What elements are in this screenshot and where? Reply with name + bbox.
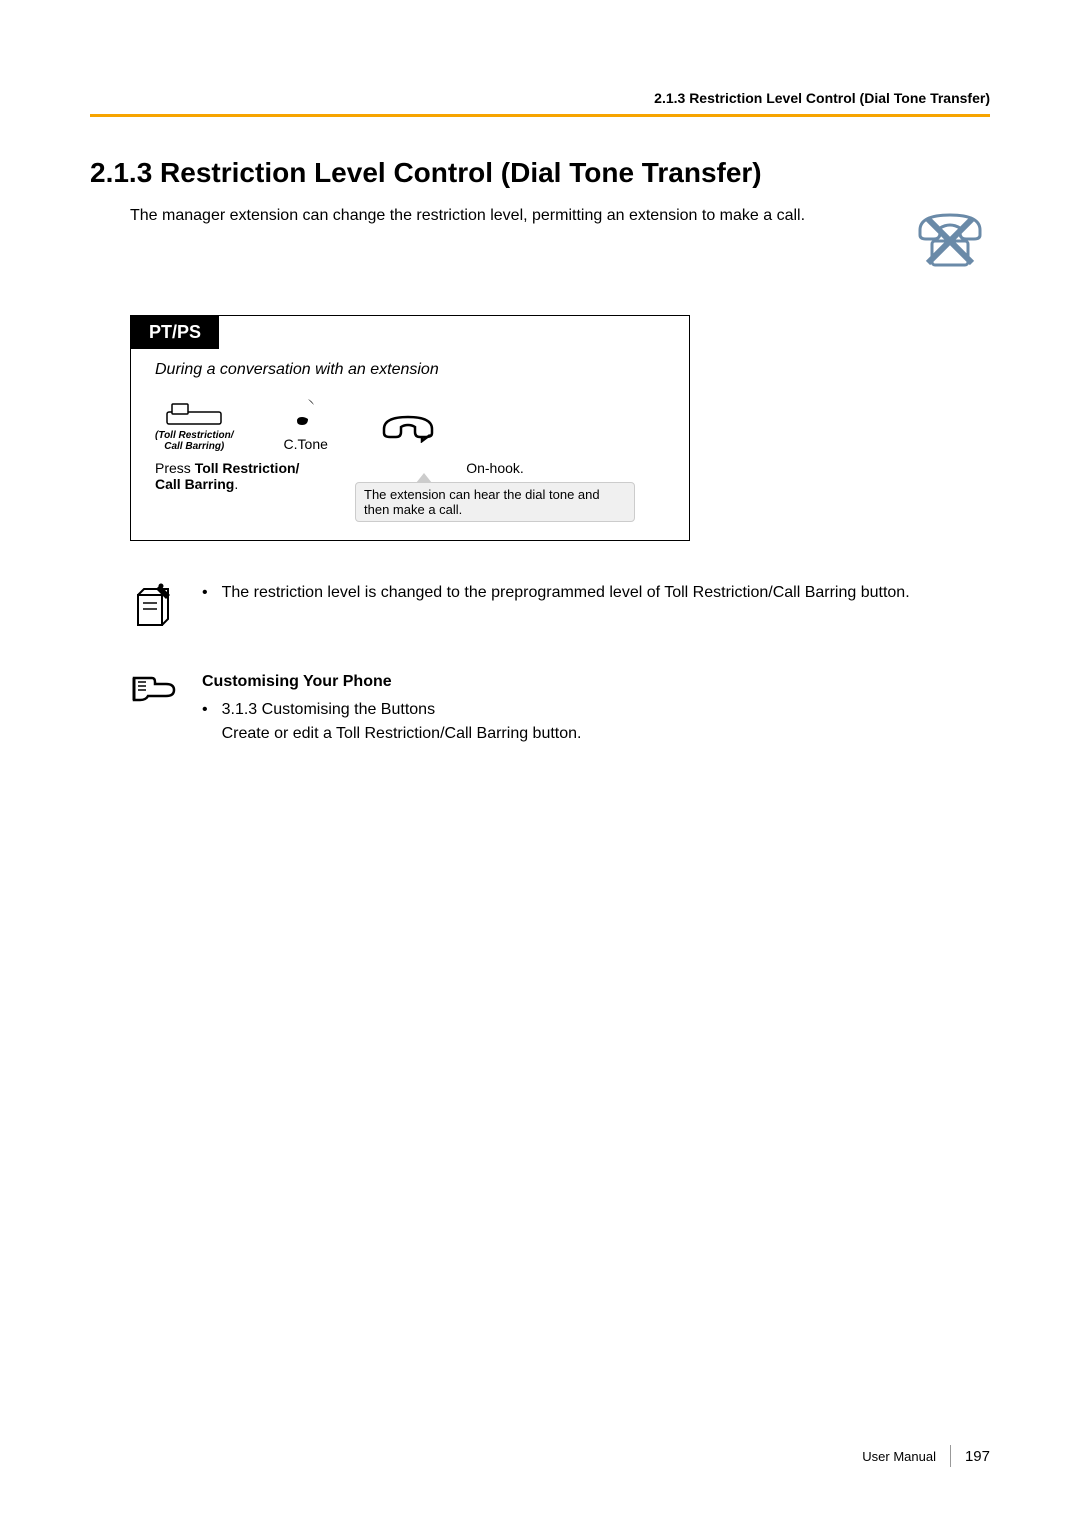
step-row: (Toll Restriction/ Call Barring) C.Tone [155, 397, 665, 452]
customising-line1: 3.1.3 Customising the Buttons [222, 701, 435, 718]
intro-text: The manager extension can change the res… [90, 205, 870, 227]
header-breadcrumb: 2.1.3 Restriction Level Control (Dial To… [90, 90, 990, 114]
step-toll-restriction: (Toll Restriction/ Call Barring) [155, 403, 234, 452]
header-divider [90, 114, 990, 117]
footer-label: User Manual [862, 1449, 936, 1464]
note-bullet: The restriction level is changed to the … [202, 581, 990, 605]
customising-heading: Customising Your Phone [202, 670, 990, 694]
ptps-body: During a conversation with an extension … [131, 349, 689, 540]
step-onhook [378, 411, 438, 446]
note-body: The restriction level is changed to the … [202, 581, 990, 605]
note-bullet-text: The restriction level is changed to the … [222, 581, 990, 605]
section-title: 2.1.3 Restriction Level Control (Dial To… [90, 157, 990, 189]
page-number: 197 [965, 1448, 990, 1465]
button-label-line1: (Toll Restriction/ [155, 430, 234, 441]
onhook-label: On-hook. [355, 460, 635, 476]
phone-crossed-icon [910, 205, 990, 275]
callout-arrow-icon [416, 473, 432, 483]
button-label: (Toll Restriction/ Call Barring) [155, 430, 234, 452]
step-ctone: C.Tone [284, 397, 328, 452]
pointing-hand-icon [130, 670, 178, 711]
ptps-subtitle: During a conversation with an extension [155, 361, 665, 379]
music-note-icon [294, 397, 318, 429]
caption-press-prefix: Press [155, 460, 195, 476]
notepad-icon [130, 581, 178, 634]
caption-onhook: On-hook. The extension can hear the dial… [355, 460, 635, 522]
footer: User Manual 197 [862, 1445, 990, 1467]
footer-divider [950, 1445, 951, 1467]
caption-row: Press Toll Restriction/ Call Barring. On… [155, 460, 665, 522]
customising-bullet: 3.1.3 Customising the Buttons Create or … [202, 698, 990, 746]
ptps-tab: PT/PS [131, 316, 219, 349]
customising-bullet-text: 3.1.3 Customising the Buttons Create or … [222, 698, 990, 746]
customising-line2: Create or edit a Toll Restriction/Call B… [222, 725, 582, 742]
caption-press-suffix: . [234, 476, 238, 492]
ptps-box: PT/PS During a conversation with an exte… [130, 315, 690, 541]
page: 2.1.3 Restriction Level Control (Dial To… [0, 0, 1080, 1527]
customising-body: Customising Your Phone 3.1.3 Customising… [202, 670, 990, 746]
customising-block: Customising Your Phone 3.1.3 Customising… [130, 670, 990, 746]
callout-box: The extension can hear the dial tone and… [355, 482, 635, 522]
button-label-line2: Call Barring) [164, 441, 224, 452]
caption-press: Press Toll Restriction/ Call Barring. [155, 460, 325, 492]
intro-row: The manager extension can change the res… [90, 205, 990, 275]
callout-text: The extension can hear the dial tone and… [364, 487, 600, 517]
button-key-icon [166, 403, 222, 425]
handset-icon [378, 411, 438, 443]
note-block: The restriction level is changed to the … [130, 581, 990, 634]
ctone-label: C.Tone [284, 436, 328, 452]
